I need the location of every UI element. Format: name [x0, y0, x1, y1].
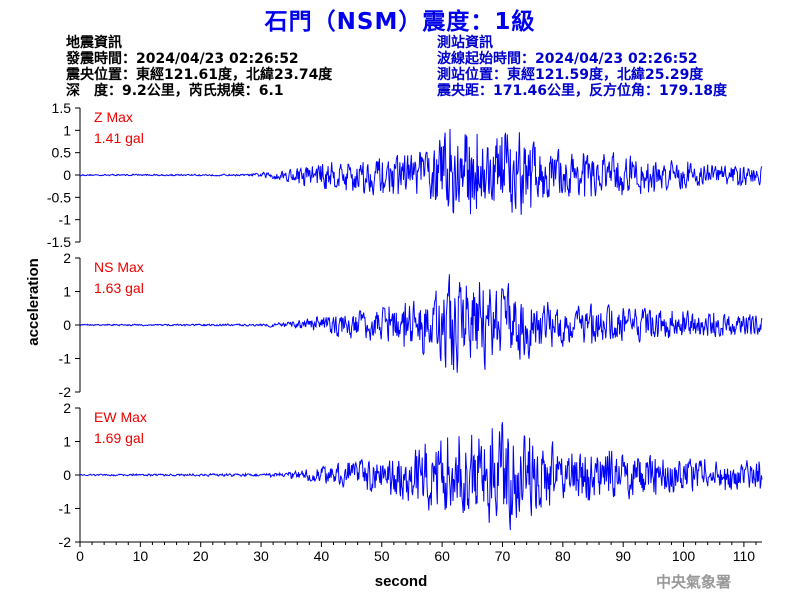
x-tick-label: 80 — [555, 548, 571, 564]
ew-y-tick-label: 1 — [63, 434, 71, 450]
x-tick-label: 30 — [253, 548, 269, 564]
ew-y-tick-label: -1 — [59, 501, 72, 517]
earthquake-info: 地震資訊 發震時間：2024/04/23 02:26:52 震央位置：東經121.6… — [66, 35, 332, 99]
x-axis-label: second — [375, 573, 428, 590]
x-tick-label: 110 — [733, 548, 756, 564]
origin-time: 發震時間：2024/04/23 02:26:52 — [66, 51, 299, 67]
ns-max-value: 1.63 gal — [94, 280, 144, 296]
wave-start-time: 波線起始時間：2024/04/23 02:26:52 — [437, 51, 698, 67]
chart-title: 石門（NSM）震度：1級 — [264, 9, 536, 35]
depth-magnitude: 深 度：9.2公里，芮氏規模：6.1 — [66, 83, 284, 99]
epicenter-location: 震央位置：東經121.61度，北緯23.74度 — [66, 67, 333, 83]
z-y-tick-label: -0.5 — [47, 189, 71, 205]
epicentral-distance: 震央距：171.46公里，反方位角：179.18度 — [437, 83, 728, 99]
x-tick-label: 10 — [133, 548, 149, 564]
ns-y-tick-label: -1 — [59, 351, 72, 367]
ew-max-label: EW Max — [94, 409, 147, 425]
x-tick-label: 40 — [314, 548, 330, 564]
ew-y-tick-label: -2 — [59, 534, 72, 550]
z-y-tick-label: -1 — [59, 212, 72, 228]
ew-waveform — [80, 422, 763, 531]
ew-max-value: 1.69 gal — [94, 430, 144, 446]
z-max-label: Z Max — [94, 109, 133, 125]
ns-y-tick-label: 2 — [63, 250, 71, 266]
agency-credit: 中央氣象署 — [656, 573, 732, 591]
z-y-tick-label: 1 — [63, 122, 71, 138]
z-y-tick-label: 1.5 — [52, 100, 72, 116]
station-location: 測站位置：東經121.59度，北緯25.29度 — [437, 67, 704, 83]
x-tick-label: 20 — [193, 548, 209, 564]
x-tick-label: 90 — [615, 548, 631, 564]
x-tick-label: 100 — [672, 548, 696, 564]
z-y-tick-label: 0.5 — [52, 145, 72, 161]
z-y-tick-label: -1.5 — [47, 234, 71, 250]
y-axis-label: acceleration — [25, 258, 42, 346]
ns-y-tick-label: 1 — [63, 284, 71, 300]
z-y-tick-label: 0 — [63, 167, 71, 183]
x-tick-label: 60 — [434, 548, 450, 564]
x-tick-label: 0 — [76, 548, 84, 564]
station-info: 測站資訊 波線起始時間：2024/04/23 02:26:52 測站位置：東經121… — [437, 35, 727, 99]
ns-y-tick-label: -2 — [59, 384, 72, 400]
ns-max-label: NS Max — [94, 259, 144, 275]
ns-y-tick-label: 0 — [63, 317, 71, 333]
ew-y-tick-label: 0 — [63, 467, 71, 483]
station-info-heading: 測站資訊 — [437, 35, 493, 51]
x-tick-label: 70 — [495, 548, 511, 564]
earthquake-info-heading: 地震資訊 — [66, 35, 122, 51]
ew-y-tick-label: 2 — [63, 400, 71, 416]
z-max-value: 1.41 gal — [94, 130, 144, 146]
z-waveform — [79, 128, 763, 215]
ns-waveform — [79, 274, 763, 373]
x-tick-label: 50 — [374, 548, 390, 564]
